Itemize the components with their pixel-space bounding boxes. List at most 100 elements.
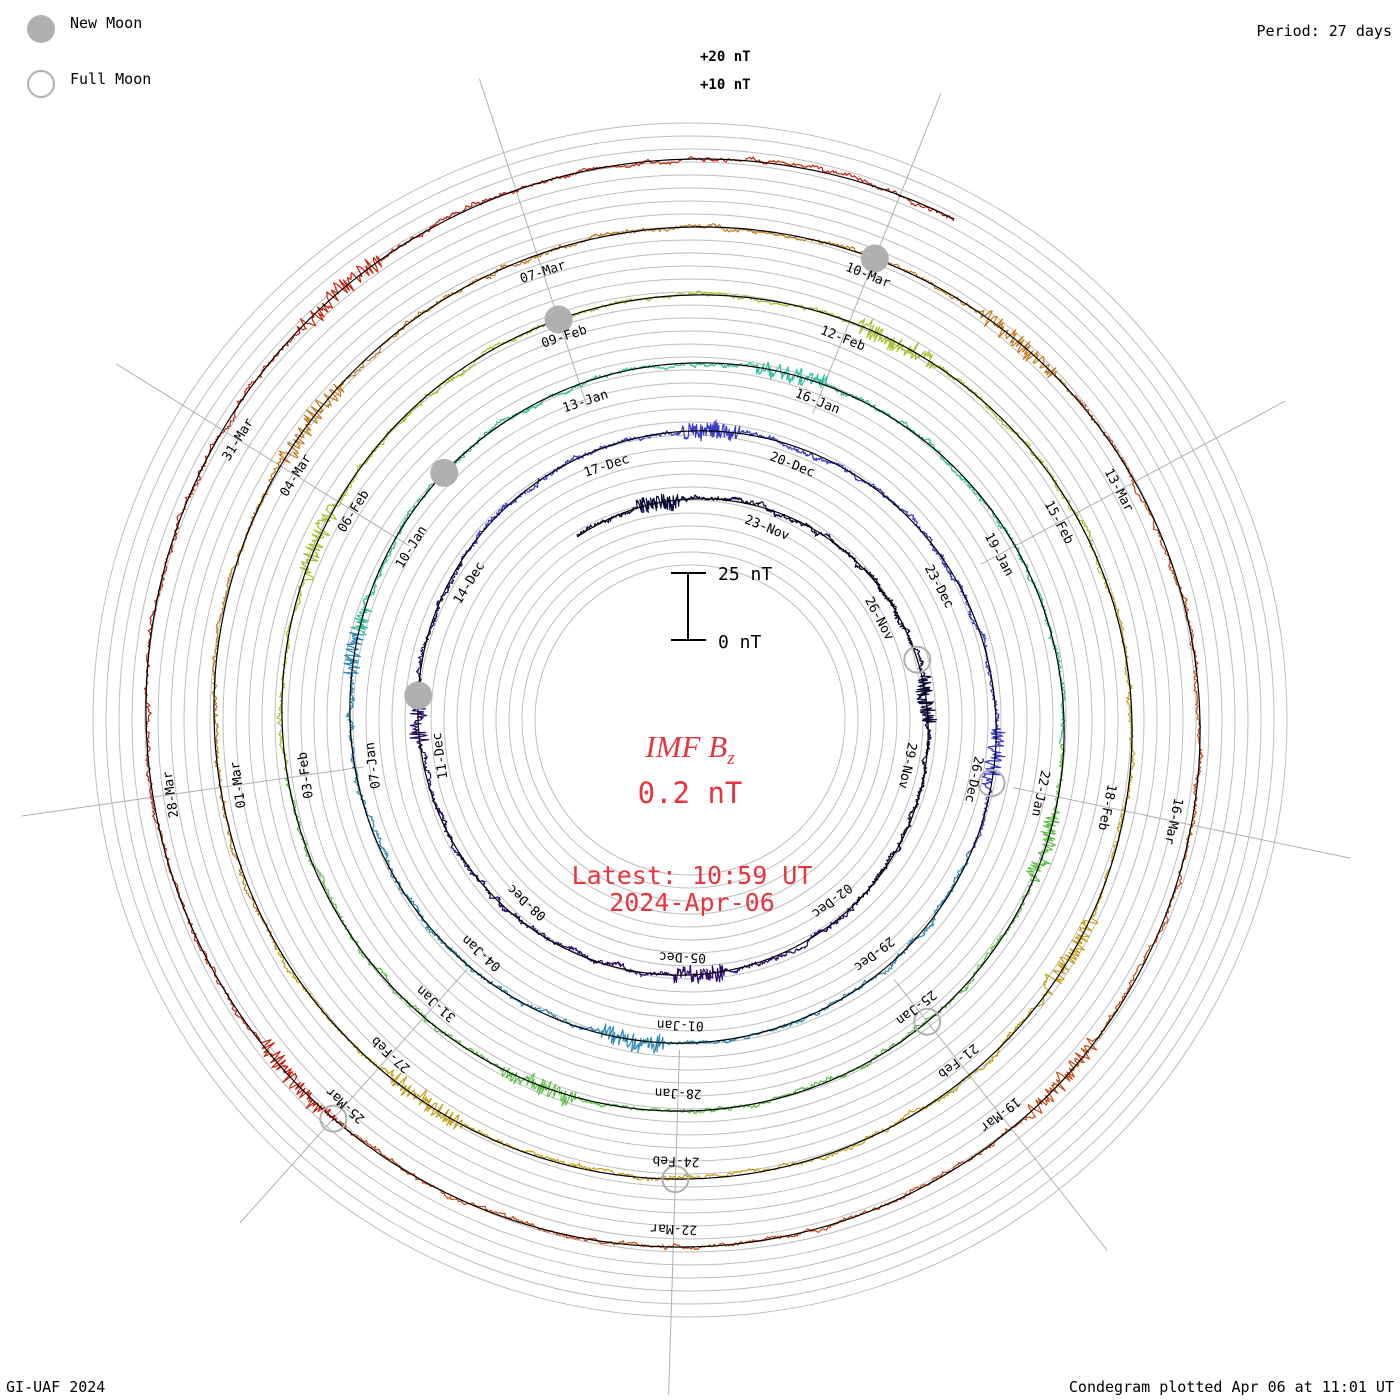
scale-low-label: 0 nT <box>718 632 762 653</box>
date-label-32: 27-Feb <box>368 1033 413 1076</box>
date-label-18: 16-Jan <box>793 386 842 417</box>
latest-time: Latest: 10:59 UT <box>572 861 813 890</box>
grid-ring-14 <box>352 382 1028 1058</box>
spoke-3 <box>893 979 1108 1251</box>
full-moon-marker-3 <box>661 1165 690 1194</box>
parameter-title: IMF Bz <box>644 729 735 769</box>
date-label-6: 11-Dec <box>430 731 452 780</box>
grid-ring-30 <box>144 174 1236 1266</box>
full-moon-marker-1 <box>977 769 1006 798</box>
full-moon-icon <box>27 70 55 98</box>
grid-ring-3 <box>495 525 885 915</box>
grid-ring-25 <box>209 239 1171 1201</box>
grid-ring-13 <box>365 395 1015 1045</box>
date-label-2: 29-Nov <box>895 741 919 790</box>
grid-ring-32 <box>118 148 1262 1292</box>
offset-label-10: +10 nT <box>700 77 751 93</box>
series-segment-0 <box>576 493 938 903</box>
parameter-subscript: z <box>726 748 735 769</box>
full-moon-marker-4 <box>319 1104 348 1133</box>
grid-ring-29 <box>157 187 1223 1253</box>
series-segment-2 <box>465 419 1006 854</box>
grid-ring-34 <box>92 122 1288 1318</box>
series-segment-9 <box>355 394 1204 1251</box>
grid-ring-17 <box>313 343 1067 1097</box>
latest-date: 2024-Apr-06 <box>609 888 775 917</box>
date-label-31: 24-Feb <box>652 1152 700 1168</box>
legend-full-moon-label: Full Moon <box>70 70 151 88</box>
grid-ring-12 <box>378 408 1002 1032</box>
date-label-22: 28-Jan <box>654 1084 701 1100</box>
scale-high-label: 25 nT <box>718 564 772 585</box>
date-label-10: 23-Dec <box>921 563 956 611</box>
new-moon-marker-2 <box>544 305 573 334</box>
grid-ring-21 <box>261 291 1119 1149</box>
grid-ring-19 <box>287 317 1093 1123</box>
new-moon-marker-1 <box>430 458 459 487</box>
date-label-34: 04-Mar <box>277 452 315 500</box>
credit-label: GI-UAF 2024 <box>6 1378 106 1396</box>
spoke-5 <box>239 965 471 1224</box>
grid-ring-26 <box>196 226 1184 1214</box>
date-label-20: 22-Jan <box>1028 769 1052 818</box>
new-moon-marker-0 <box>404 681 433 710</box>
grid-ring-16 <box>326 356 1054 1084</box>
zero-reference-spiral <box>145 158 1201 1248</box>
grid-ring-18 <box>300 330 1080 1110</box>
zero-reference-line <box>145 158 1201 1248</box>
grid-ring-10 <box>404 434 976 1006</box>
scale-bar <box>671 572 706 641</box>
series-segment-7 <box>277 583 1136 1182</box>
grid-ring-15 <box>339 369 1041 1071</box>
grid-ring-20 <box>274 304 1106 1136</box>
date-label-13: 01-Jan <box>657 1016 704 1032</box>
grid-ring-1 <box>521 551 859 889</box>
grid-ring-28 <box>170 200 1210 1240</box>
grid-ring-0 <box>534 564 846 876</box>
grid-ring-11 <box>391 421 989 1019</box>
date-label-43: 31-Mar <box>220 416 258 464</box>
date-label-24: 03-Feb <box>295 751 317 800</box>
grid-ring-8 <box>430 460 950 980</box>
spoke-7 <box>116 363 410 547</box>
plotted-timestamp: Condegram plotted Apr 06 at 11:01 UT <box>1068 1378 1394 1396</box>
date-label-40: 22-Mar <box>650 1220 698 1236</box>
date-label-30: 21-Feb <box>935 1040 981 1081</box>
grid-ring-23 <box>235 265 1145 1175</box>
date-label-7: 14-Dec <box>451 559 488 607</box>
date-label-42: 28-Mar <box>161 770 183 819</box>
series-segment-6 <box>276 290 1108 772</box>
series-segment-10 <box>143 156 955 1136</box>
spoke-2 <box>1012 787 1351 859</box>
grid-ring-33 <box>105 135 1275 1305</box>
full-moon-marker-2 <box>913 1007 942 1036</box>
grid-ring-2 <box>508 538 872 902</box>
new-moon-marker-3 <box>860 244 889 273</box>
date-label-15: 07-Jan <box>363 741 385 790</box>
parameter-name: IMF B <box>644 729 727 764</box>
spoke-6 <box>21 766 364 817</box>
date-label-29: 18-Feb <box>1094 783 1118 832</box>
date-label-27: 12-Feb <box>818 323 867 354</box>
moon-markers <box>319 244 1006 1194</box>
new-moon-icon <box>27 15 55 43</box>
grid-ring-4 <box>482 512 898 928</box>
period-label: Period: 27 days <box>1256 22 1392 40</box>
offset-label-20: +20 nT <box>700 49 751 65</box>
grid-ring-22 <box>248 278 1132 1162</box>
grid-rings <box>92 122 1288 1318</box>
grid-ring-31 <box>131 161 1249 1279</box>
spoke-8 <box>478 78 588 407</box>
grid-ring-27 <box>183 213 1197 1227</box>
date-label-8: 17-Dec <box>582 452 631 481</box>
date-label-33: 01-Mar <box>228 760 250 809</box>
spoke-4 <box>668 1049 680 1395</box>
current-value: 0.2 nT <box>638 776 743 810</box>
grid-ring-24 <box>222 252 1158 1188</box>
date-label-11: 26-Dec <box>961 755 985 804</box>
date-label-28: 15-Feb <box>1041 498 1076 547</box>
date-label-21: 25-Jan <box>893 987 939 1028</box>
full-moon-marker-0 <box>903 645 932 674</box>
grid-ring-5 <box>469 499 911 941</box>
